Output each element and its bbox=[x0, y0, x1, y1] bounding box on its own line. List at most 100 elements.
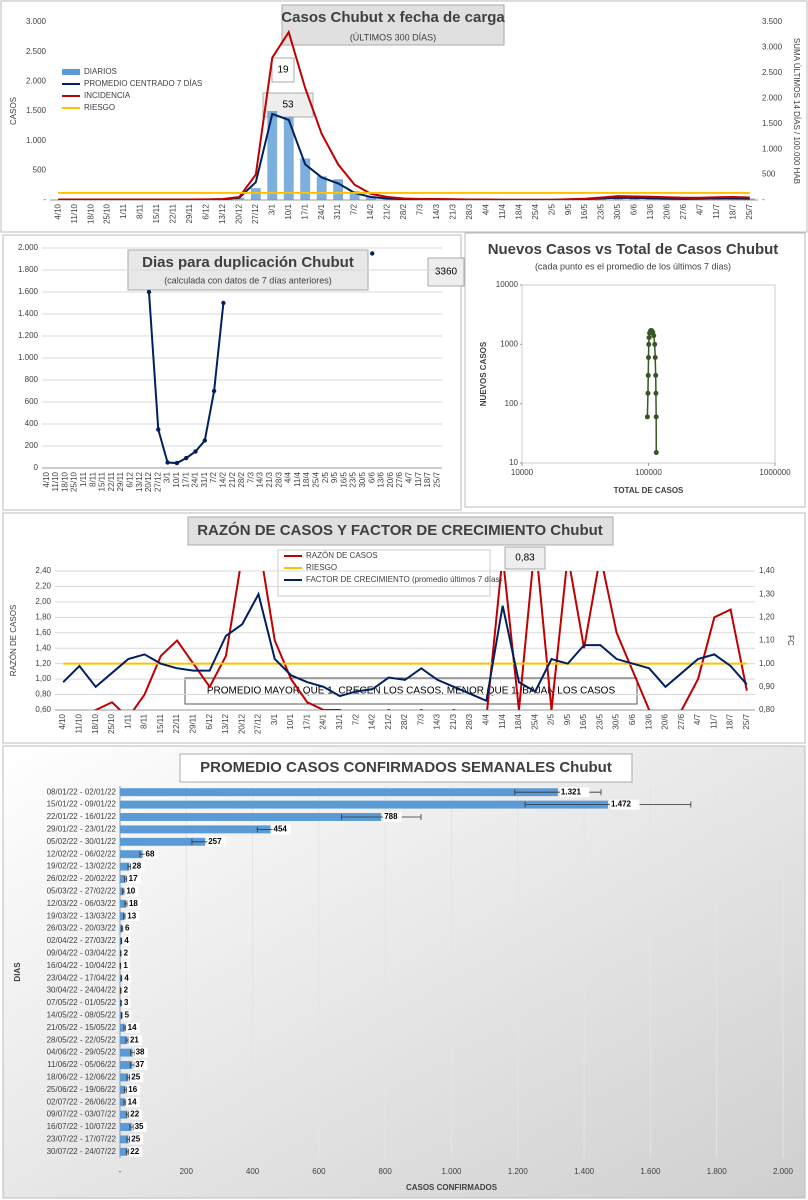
annotation: 19 bbox=[277, 65, 289, 76]
error-bar bbox=[125, 1037, 129, 1044]
x-tick-label: 800 bbox=[379, 1167, 393, 1176]
y-tick-label: 30/07/22 - 24/07/22 bbox=[47, 1147, 117, 1156]
label-bg bbox=[383, 812, 402, 822]
y-tick-label: 12/02/22 - 06/02/22 bbox=[47, 849, 117, 858]
y-tick-label: 500 bbox=[762, 170, 776, 179]
chart-subtitle: (ÚLTIMOS 300 DÍAS) bbox=[350, 32, 436, 42]
error-bar bbox=[341, 814, 422, 820]
x-tick-label: 21/2 bbox=[228, 471, 237, 487]
x-tick-label: 1/11 bbox=[119, 203, 128, 219]
x-tick-label: 11/7 bbox=[712, 203, 721, 219]
x-tick-label: 18/10 bbox=[86, 203, 95, 224]
x-tick-label: 1.600 bbox=[640, 1167, 661, 1176]
bar bbox=[120, 1110, 128, 1119]
x-tick-label: - bbox=[119, 1167, 122, 1176]
y-tick-label: 1,40 bbox=[35, 643, 51, 652]
label-bg bbox=[130, 1072, 144, 1083]
error-bar bbox=[122, 888, 125, 895]
x-tick-label: 25/4 bbox=[312, 471, 321, 487]
x-tick-label: 3/1 bbox=[270, 713, 279, 725]
x-tick-label: 27/6 bbox=[395, 471, 404, 487]
error-bar bbox=[120, 1000, 122, 1006]
x-tick-label: 28/2 bbox=[399, 203, 408, 219]
point bbox=[645, 390, 651, 396]
x-tick-label: 11/4 bbox=[498, 203, 507, 219]
label-bg bbox=[125, 886, 139, 897]
bar bbox=[120, 1085, 126, 1094]
error-bar bbox=[129, 1062, 135, 1068]
x-tick-label: 8/11 bbox=[88, 471, 97, 487]
data-label: 16 bbox=[128, 1085, 137, 1094]
data-label: 2 bbox=[124, 949, 129, 958]
bar bbox=[120, 813, 382, 821]
y-tick-label: 15/01/22 - 09/01/22 bbox=[47, 800, 117, 809]
error-bar bbox=[126, 1136, 131, 1143]
chart-title: Nuevos Casos vs Total de Casos Chubut bbox=[488, 241, 779, 258]
data-label: 37 bbox=[135, 1060, 144, 1069]
bar bbox=[283, 116, 294, 200]
bar bbox=[300, 158, 311, 200]
x-tick-label: 7/2 bbox=[209, 471, 218, 483]
y-tick-label: 10000 bbox=[496, 280, 519, 289]
x-tick-label: 24/1 bbox=[319, 713, 328, 729]
bar bbox=[120, 875, 126, 883]
marker bbox=[370, 251, 375, 256]
y-tick-label: 1,20 bbox=[35, 659, 51, 668]
x-tick-label: 11/10 bbox=[51, 471, 60, 491]
x-tick-label: 23/5 bbox=[595, 713, 604, 729]
error-bar bbox=[123, 913, 126, 920]
x-tick-label: 27/6 bbox=[679, 203, 688, 219]
x-tick-label: 1.400 bbox=[574, 1167, 595, 1176]
x-tick-label: 23/5 bbox=[597, 203, 606, 219]
label-bg bbox=[123, 923, 132, 934]
y-tick-label: 1.000 bbox=[762, 144, 783, 153]
x-tick-label: 600 bbox=[312, 1167, 326, 1176]
data-label: 4 bbox=[124, 936, 129, 945]
bar bbox=[120, 1098, 125, 1107]
data-label: 38 bbox=[136, 1048, 145, 1057]
error-bar bbox=[124, 900, 128, 907]
x-tick-label: 11/10 bbox=[70, 203, 79, 223]
error-bar bbox=[123, 1024, 126, 1031]
x-tick-label: 6/12 bbox=[125, 471, 134, 487]
data-label: 17 bbox=[129, 874, 138, 883]
label-bg bbox=[122, 948, 131, 959]
error-bar bbox=[120, 975, 123, 982]
label-bg bbox=[123, 973, 131, 984]
x-tick-label: 23/5 bbox=[349, 471, 358, 487]
y-tick-label: 09/07/22 - 03/07/22 bbox=[47, 1110, 117, 1119]
x-tick-label: 25/7 bbox=[742, 713, 751, 729]
y-tick-label: 800 bbox=[25, 375, 39, 384]
x-tick-label: 27/12 bbox=[254, 713, 263, 734]
point bbox=[646, 341, 652, 347]
x-tick-label: 4/10 bbox=[42, 471, 51, 487]
bar bbox=[744, 198, 755, 200]
chart-title: Dias para duplicación Chubut bbox=[142, 254, 354, 271]
x-tick-label: 1.800 bbox=[707, 1167, 728, 1176]
label-bg bbox=[123, 1010, 132, 1021]
label-bg bbox=[130, 1134, 144, 1145]
x-tick-label: 28/3 bbox=[274, 471, 283, 487]
x-tick-label: 15/11 bbox=[156, 713, 165, 733]
annotation: 3360 bbox=[435, 267, 458, 278]
x-tick-label: 14/2 bbox=[368, 713, 377, 729]
data-label: 13 bbox=[127, 911, 136, 920]
point bbox=[651, 333, 657, 339]
x-tick-label: 13/6 bbox=[377, 471, 386, 487]
data-label: 5 bbox=[125, 1011, 130, 1020]
x-tick-label: 25/4 bbox=[530, 713, 539, 729]
legend-label: RIESGO bbox=[84, 103, 115, 112]
x-tick-label: 30/5 bbox=[358, 471, 367, 487]
chart-title: Casos Chubut x fecha de carga bbox=[281, 9, 505, 26]
y-tick-label: 29/01/22 - 23/01/22 bbox=[47, 825, 117, 834]
marker bbox=[193, 449, 198, 454]
data-label: 2 bbox=[124, 986, 129, 995]
bar bbox=[120, 850, 143, 859]
x-tick-label: 3/1 bbox=[163, 471, 172, 483]
label-bg bbox=[122, 985, 131, 996]
x-tick-label: 6/12 bbox=[205, 713, 214, 729]
y-tick-label: 3.000 bbox=[762, 43, 783, 52]
bar bbox=[120, 1023, 125, 1032]
bar bbox=[120, 825, 271, 834]
x-tick-label: 18/7 bbox=[728, 203, 737, 219]
